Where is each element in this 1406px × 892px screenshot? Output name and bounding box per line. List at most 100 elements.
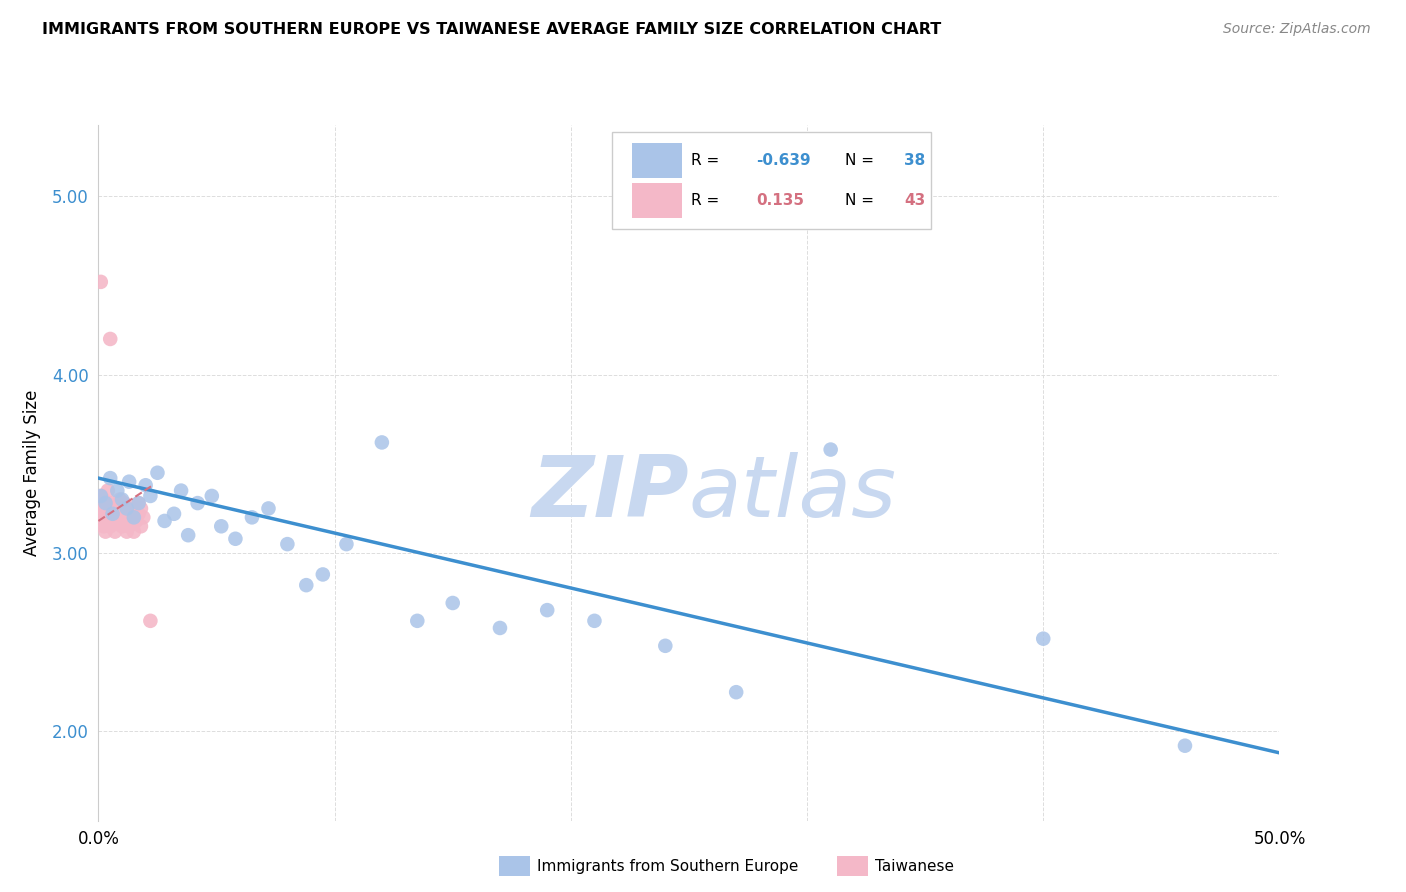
Point <box>139 614 162 628</box>
Point <box>101 496 124 510</box>
Point <box>406 614 429 628</box>
Point <box>128 496 150 510</box>
Point <box>583 614 606 628</box>
Point <box>91 501 114 516</box>
Point <box>163 507 186 521</box>
Point <box>654 639 676 653</box>
Point <box>135 478 157 492</box>
Point <box>536 603 558 617</box>
Point <box>153 514 176 528</box>
Point <box>129 519 152 533</box>
Point <box>90 275 112 289</box>
Point <box>94 501 117 516</box>
Text: Taiwanese: Taiwanese <box>875 859 953 873</box>
Point <box>93 519 115 533</box>
FancyBboxPatch shape <box>633 183 682 218</box>
Point <box>90 489 112 503</box>
Point <box>115 524 138 539</box>
Point <box>101 514 124 528</box>
Point <box>295 578 318 592</box>
Point <box>105 514 128 528</box>
Point <box>240 510 263 524</box>
Text: Immigrants from Southern Europe: Immigrants from Southern Europe <box>537 859 799 873</box>
Point <box>489 621 512 635</box>
Text: 0.135: 0.135 <box>756 193 804 208</box>
Point <box>98 507 121 521</box>
Point <box>257 501 280 516</box>
Point <box>111 492 134 507</box>
Y-axis label: Average Family Size: Average Family Size <box>22 390 41 556</box>
Point <box>371 435 394 450</box>
Point <box>441 596 464 610</box>
Point <box>1032 632 1054 646</box>
Point <box>112 496 135 510</box>
Point <box>312 567 335 582</box>
Point <box>118 501 141 516</box>
Point <box>122 510 145 524</box>
Point <box>122 524 145 539</box>
Point <box>118 519 141 533</box>
Point <box>209 519 232 533</box>
Point <box>98 332 121 346</box>
Point <box>121 514 143 528</box>
Point <box>125 514 148 528</box>
Text: N =: N = <box>845 193 879 208</box>
Point <box>101 507 124 521</box>
Point <box>91 514 114 528</box>
Point <box>115 510 138 524</box>
Point <box>94 524 117 539</box>
Point <box>128 496 150 510</box>
Point <box>94 496 117 510</box>
Point <box>90 507 112 521</box>
Point <box>105 501 128 516</box>
Point <box>121 507 143 521</box>
Text: R =: R = <box>692 193 724 208</box>
Point <box>112 514 135 528</box>
Point <box>122 510 145 524</box>
Point <box>115 501 138 516</box>
Point <box>97 510 120 524</box>
Point <box>132 510 155 524</box>
Point <box>224 532 246 546</box>
Point <box>108 492 131 507</box>
Point <box>125 501 148 516</box>
Point <box>1174 739 1197 753</box>
Point <box>187 496 209 510</box>
Text: R =: R = <box>692 153 724 169</box>
Text: IMMIGRANTS FROM SOUTHERN EUROPE VS TAIWANESE AVERAGE FAMILY SIZE CORRELATION CHA: IMMIGRANTS FROM SOUTHERN EUROPE VS TAIWA… <box>42 22 942 37</box>
Point <box>820 442 842 457</box>
Point <box>89 496 111 510</box>
Point <box>108 510 131 524</box>
Point <box>91 492 114 507</box>
FancyBboxPatch shape <box>633 144 682 178</box>
Text: -0.639: -0.639 <box>756 153 811 169</box>
Text: 38: 38 <box>904 153 925 169</box>
Point <box>276 537 298 551</box>
Point <box>118 475 141 489</box>
Text: Source: ZipAtlas.com: Source: ZipAtlas.com <box>1223 22 1371 37</box>
Point <box>104 507 127 521</box>
Point <box>98 519 121 533</box>
Point <box>105 483 128 498</box>
Text: N =: N = <box>845 153 879 169</box>
Point <box>104 524 127 539</box>
Point <box>170 483 193 498</box>
Point <box>128 507 150 521</box>
FancyBboxPatch shape <box>612 132 931 229</box>
Text: ZIP: ZIP <box>531 452 689 535</box>
Point <box>97 483 120 498</box>
Text: atlas: atlas <box>689 452 897 535</box>
Point <box>129 501 152 516</box>
Point <box>96 496 118 510</box>
Point <box>201 489 224 503</box>
Point <box>98 471 121 485</box>
Point <box>146 466 169 480</box>
Point <box>139 489 162 503</box>
Text: 43: 43 <box>904 193 925 208</box>
Point <box>90 489 112 503</box>
Point <box>111 507 134 521</box>
Point <box>111 519 134 533</box>
Point <box>335 537 357 551</box>
Point <box>725 685 748 699</box>
Point <box>177 528 200 542</box>
